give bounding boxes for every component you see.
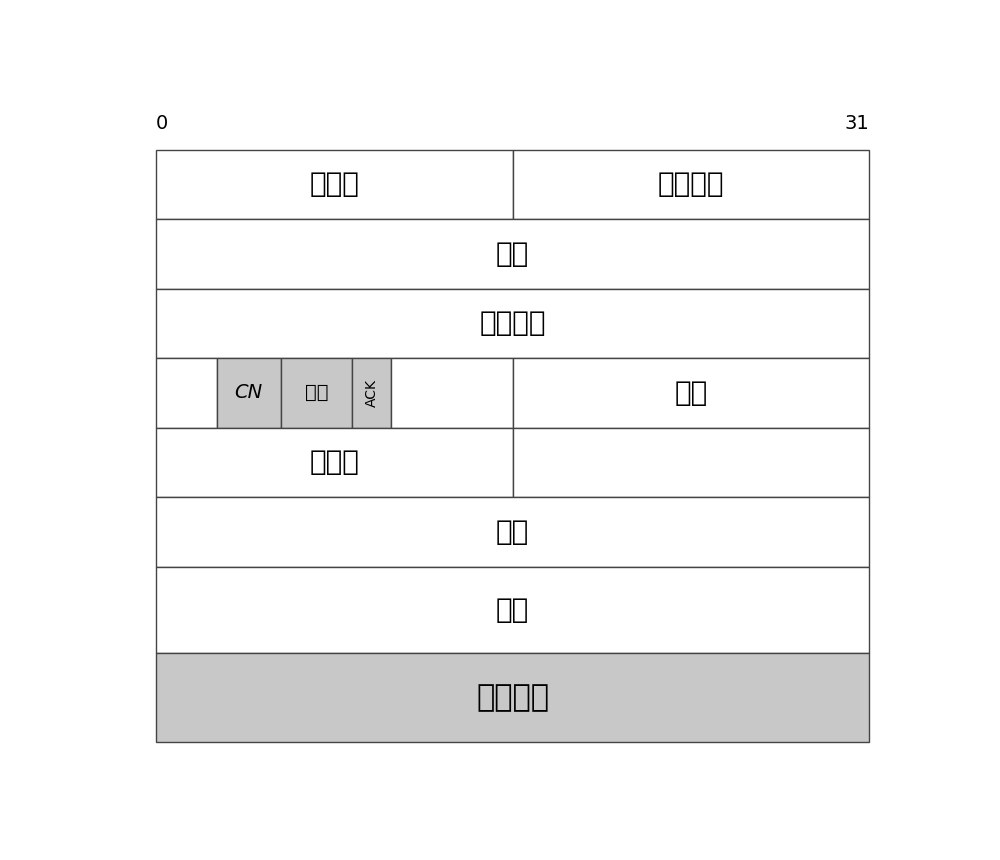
Bar [512, 150, 869, 219]
Text: 0: 0 [156, 114, 168, 133]
Text: 序号: 序号 [496, 240, 529, 267]
Text: 确认序号: 确认序号 [479, 310, 546, 337]
Text: 保留: 保留 [305, 384, 328, 402]
Text: CN: CN [235, 384, 263, 402]
Bar [156, 358, 217, 427]
Bar [512, 427, 869, 497]
Bar [156, 653, 869, 742]
Text: 目的端口: 目的端口 [658, 170, 724, 199]
Bar [156, 219, 869, 289]
Bar [281, 358, 352, 427]
Bar [391, 358, 512, 427]
Bar [156, 427, 512, 497]
Bar [156, 150, 512, 219]
Bar [156, 567, 869, 653]
Text: 选项: 选项 [496, 518, 529, 546]
Bar [156, 289, 869, 358]
Text: ACK: ACK [365, 379, 379, 407]
Text: 窗口: 窗口 [674, 379, 707, 407]
Text: 队列长度: 队列长度 [476, 683, 549, 712]
Bar [512, 358, 869, 427]
Text: 校验和: 校验和 [309, 448, 359, 476]
Bar [217, 358, 281, 427]
Text: 数据: 数据 [496, 596, 529, 623]
Bar [156, 497, 869, 567]
Text: 31: 31 [844, 114, 869, 133]
Bar [352, 358, 391, 427]
Text: 源端口: 源端口 [309, 170, 359, 199]
